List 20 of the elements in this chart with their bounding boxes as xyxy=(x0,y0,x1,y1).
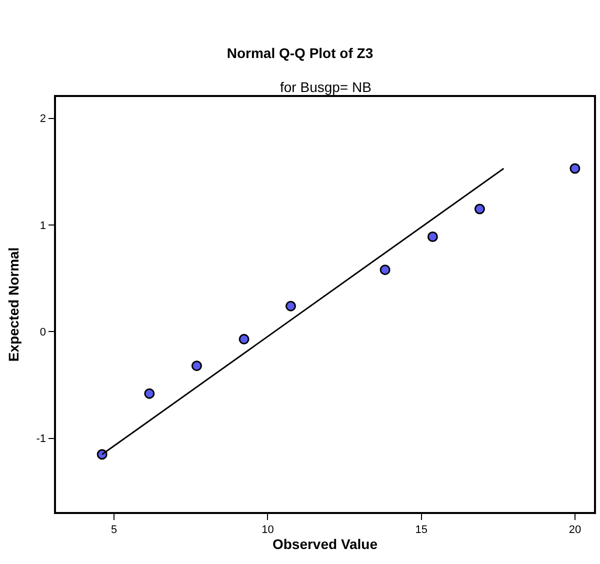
point xyxy=(285,300,296,312)
y-tick-label: 1 xyxy=(40,220,46,232)
x-tick-label: 10 xyxy=(262,524,274,536)
chart-subtitle: for Busgp= NB xyxy=(280,79,372,95)
point xyxy=(570,163,580,174)
point xyxy=(474,204,485,214)
point xyxy=(380,264,390,276)
point xyxy=(191,360,202,372)
y-tick-label: -1 xyxy=(36,433,46,446)
y-tick-label: 2 xyxy=(40,113,46,126)
x-tick-label: 5 xyxy=(111,524,118,536)
x-tick-label: 20 xyxy=(568,524,582,536)
point xyxy=(238,334,250,344)
x-axis-title: Observed Value xyxy=(272,536,378,552)
y-tick-label: 0 xyxy=(40,326,46,339)
point xyxy=(427,232,438,242)
x-tick-label: 15 xyxy=(415,524,428,536)
chart-title: Normal Q-Q Plot of Z3 xyxy=(226,44,374,61)
y-axis-title: Expected Normal xyxy=(5,247,22,362)
point xyxy=(144,388,155,399)
